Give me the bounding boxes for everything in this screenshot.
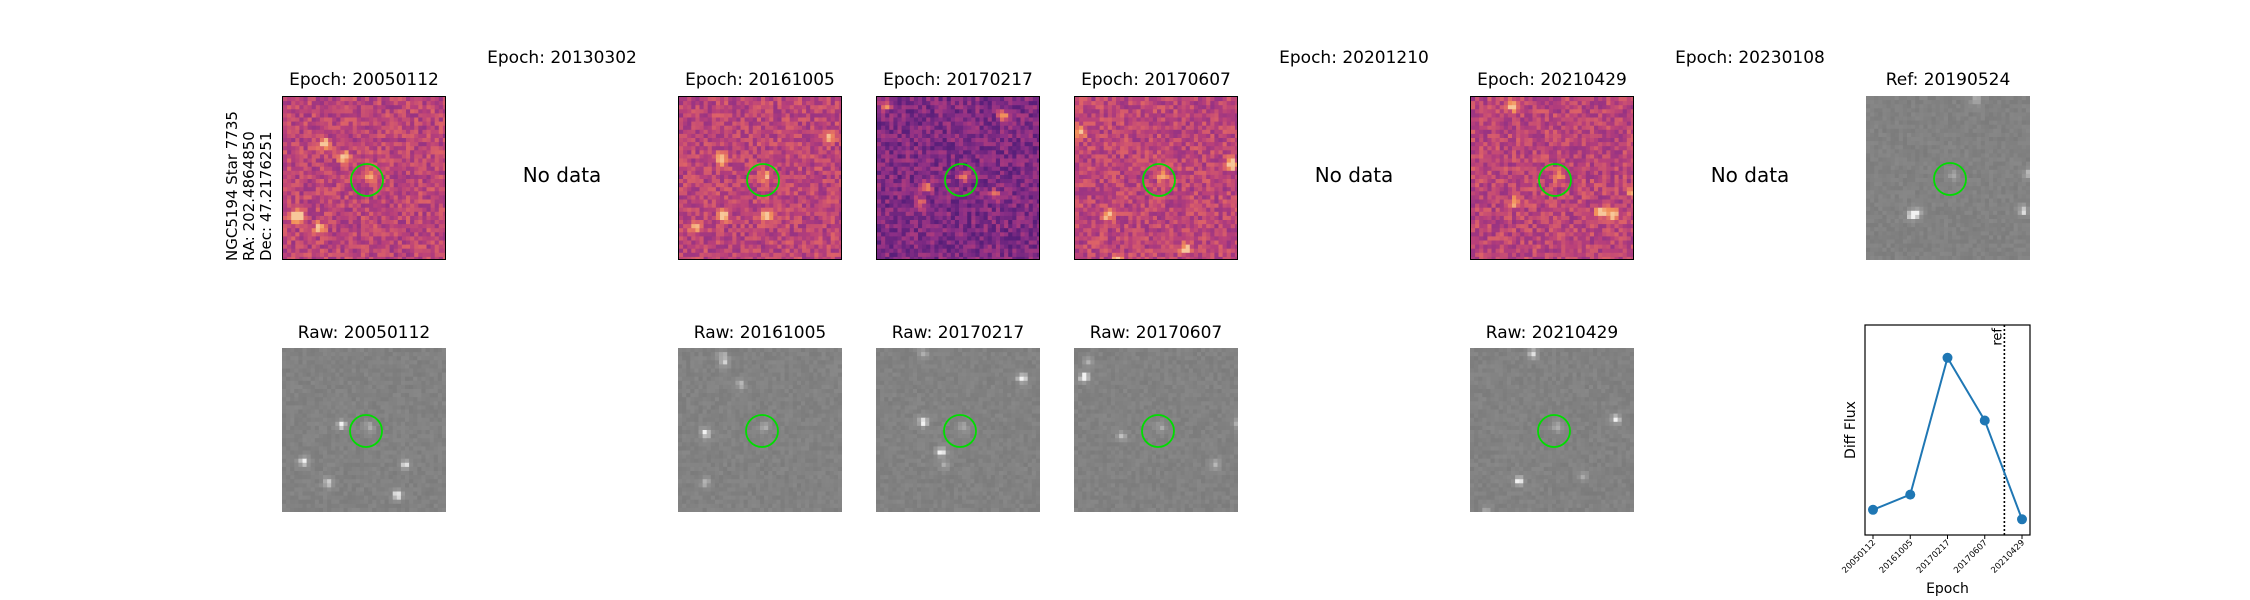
x-tick-label-20210429: 20210429 <box>1989 538 2027 576</box>
target-marker-circle <box>1141 414 1175 448</box>
top-title-7: Epoch: 20230108 <box>1675 48 1825 68</box>
no-data-20230108: No data <box>1710 163 1790 187</box>
star-ra: RA: 202.4864850 <box>240 131 258 261</box>
raw-image-20210429 <box>1470 348 1634 512</box>
pixel-grid <box>283 97 445 259</box>
diff-flux-line <box>1872 355 2023 520</box>
star-dec: Dec: 47.2176251 <box>257 131 275 261</box>
diff-image-20170607 <box>1074 96 1238 260</box>
raw-image-20161005 <box>678 348 842 512</box>
pixel-grid <box>1866 96 2030 260</box>
x-tick-label-20161005: 20161005 <box>1878 538 1916 576</box>
x-axis-label: Epoch <box>1926 581 1969 597</box>
raw-title-4: Raw: 20170607 <box>1089 323 1223 343</box>
no-data-20130302: No data <box>522 163 602 187</box>
top-title-0: Epoch: 20050112 <box>289 70 439 90</box>
top-title-6: Epoch: 20210429 <box>1477 70 1627 90</box>
data-point-20050112 <box>1868 504 1878 515</box>
raw-title-0: Raw: 20050112 <box>297 323 431 343</box>
data-point-20210429 <box>2017 514 2027 525</box>
target-marker-circle <box>349 414 383 448</box>
pixel-grid <box>1470 348 1634 512</box>
raw-image-20170607 <box>1074 348 1238 512</box>
raw-image-20170217 <box>876 348 1040 512</box>
pixel-grid <box>678 348 842 512</box>
x-tick-label-20050112: 20050112 <box>1840 538 1878 576</box>
pixel-grid <box>1075 97 1237 259</box>
target-marker-circle <box>1933 162 1967 196</box>
pixel-grid <box>1471 97 1633 259</box>
pixel-grid <box>282 348 446 512</box>
raw-title-3: Raw: 20170217 <box>891 323 1025 343</box>
pixel-grid <box>876 348 1040 512</box>
data-point-20170217 <box>1942 352 1953 363</box>
star-info-label: NGC5194 Star 7735 RA: 202.4864850 Dec: 4… <box>223 107 275 261</box>
target-marker-circle <box>1538 163 1572 197</box>
top-title-2: Epoch: 20161005 <box>685 70 835 90</box>
target-marker-circle <box>943 414 977 448</box>
top-title-3: Epoch: 20170217 <box>883 70 1033 90</box>
x-tick-label-20170217: 20170217 <box>1915 538 1953 576</box>
no-data-20201210: No data <box>1314 163 1394 187</box>
target-marker-circle <box>944 163 978 197</box>
raw-title-6: Raw: 20210429 <box>1485 323 1619 343</box>
x-tick-label-20170607: 20170607 <box>1952 538 1990 576</box>
star-name: NGC5194 Star 7735 <box>223 111 241 261</box>
target-marker-circle <box>745 414 779 448</box>
reference-image-20190524 <box>1866 96 2030 260</box>
target-marker-circle <box>746 163 780 197</box>
top-title-4: Epoch: 20170607 <box>1081 70 1231 90</box>
raw-title-2: Raw: 20161005 <box>693 323 827 343</box>
pixel-grid <box>877 97 1039 259</box>
y-axis-label: Diff Flux <box>1843 401 1859 459</box>
target-marker-circle <box>1142 163 1176 197</box>
top-title-5: Epoch: 20201210 <box>1279 48 1429 68</box>
top-title-1: Epoch: 20130302 <box>487 48 637 68</box>
raw-image-20050112 <box>282 348 446 512</box>
target-marker-circle <box>1537 414 1571 448</box>
data-point-20161005 <box>1905 489 1916 500</box>
diff-image-20050112 <box>282 96 446 260</box>
reference-epoch-label: ref <box>1990 328 2005 346</box>
diff-image-20161005 <box>678 96 842 260</box>
target-marker-circle <box>350 163 384 197</box>
pixel-grid <box>679 97 841 259</box>
pixel-grid <box>1074 348 1238 512</box>
diff-image-20210429 <box>1470 96 1634 260</box>
top-title-8: Ref: 20190524 <box>1885 70 2011 90</box>
light-curve-chart: ref 20050112 20161005 20170217 20170607 20210… <box>1840 324 2031 597</box>
diff-image-20170217 <box>876 96 1040 260</box>
data-point-20170607 <box>1979 415 1990 426</box>
